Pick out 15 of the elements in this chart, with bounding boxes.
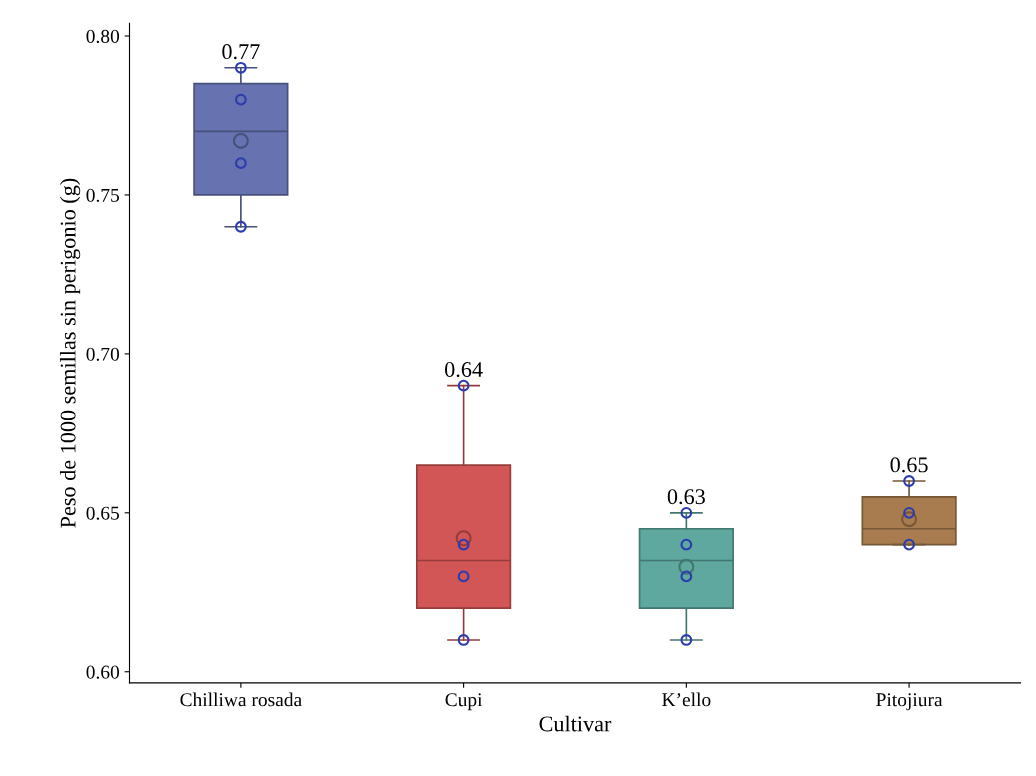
x-tick-label: Cupi [445,693,483,711]
x-tick-label: K’ello [662,692,711,707]
annotation: 0.65 [890,457,928,473]
x-axis-title: Cultivar [539,715,612,732]
x-tick-label: Chilliwa rosada [180,692,302,707]
annotation: 0.77 [222,44,260,60]
annotation: 0.64 [445,361,483,378]
y-axis-title: Peso de 1000 semillas sin perigonio (g) [59,178,81,528]
y-tick-label: 0.80 [86,29,120,44]
y-tick-label: 0.70 [86,347,120,361]
annotation: 0.63 [667,489,705,505]
x-tick-label: Pitojiura [876,693,943,711]
y-tick-label: 0.65 [86,506,120,520]
y-tick-label: 0.60 [86,665,120,679]
y-tick-label: 0.75 [86,188,120,202]
